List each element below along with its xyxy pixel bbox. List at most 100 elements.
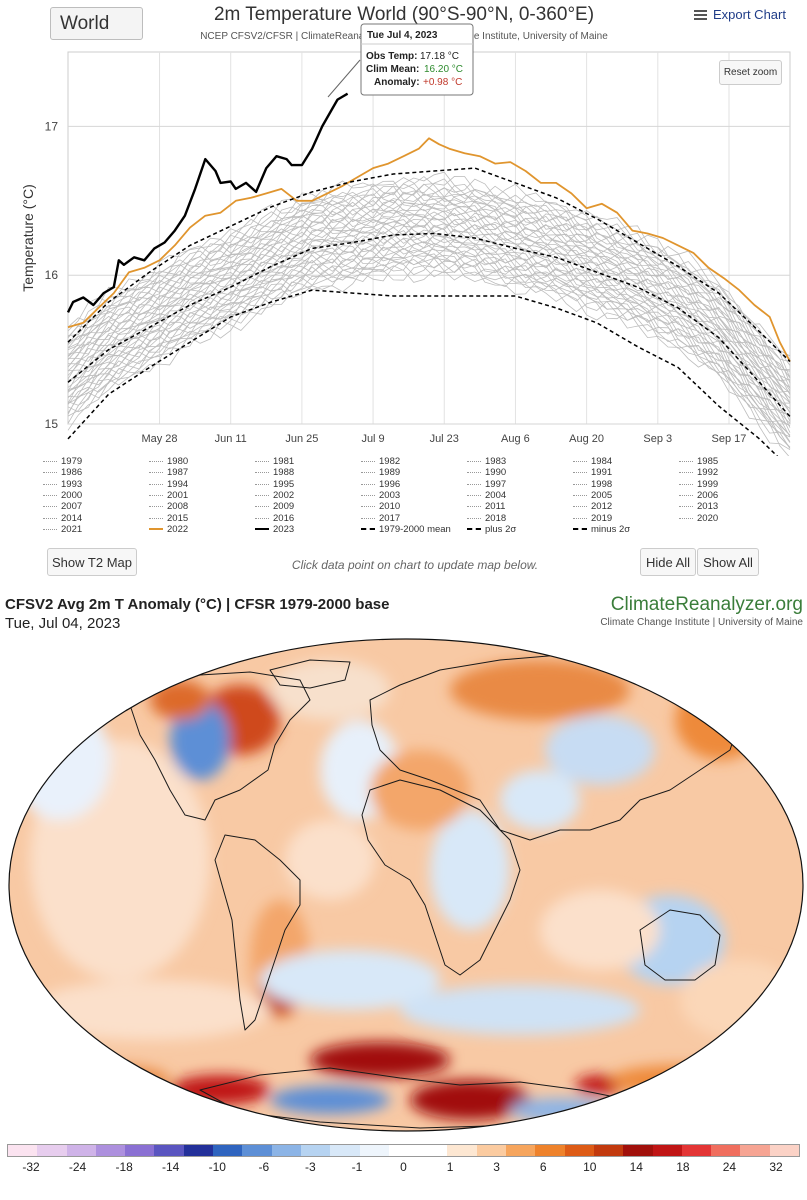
year-line: [67, 171, 791, 357]
legend-item[interactable]: 2006: [679, 490, 718, 501]
legend-label: 2016: [273, 512, 295, 524]
legend-swatch: [43, 517, 57, 519]
legend-swatch: [467, 494, 481, 496]
legend-item[interactable]: 1982: [361, 456, 400, 467]
legend-item[interactable]: 2016: [255, 513, 294, 524]
legend-swatch: [361, 483, 375, 485]
legend-item[interactable]: 2000: [43, 490, 82, 501]
legend-label: 2018: [485, 512, 507, 524]
colorbar-cell: [359, 1145, 389, 1156]
legend-item[interactable]: 1979: [43, 456, 82, 467]
legend-item[interactable]: 1993: [43, 479, 82, 490]
reset-zoom-button[interactable]: Reset zoom: [719, 60, 782, 85]
series-2023[interactable]: [66, 92, 349, 313]
colorbar-cell: [300, 1145, 331, 1156]
legend-item[interactable]: 1998: [573, 479, 612, 490]
x-tick-label: Sep 17: [712, 433, 747, 445]
x-tick-label: Jul 9: [361, 433, 384, 445]
tooltip-clim-label: Clim Mean:: [366, 64, 419, 75]
legend-swatch: [255, 483, 269, 485]
legend-label: 2011: [485, 501, 506, 513]
legend-label: 1990: [485, 467, 507, 479]
legend-swatch: [361, 528, 375, 531]
legend-label: 1994: [167, 478, 189, 490]
colorbar-cell: [388, 1145, 419, 1156]
colorbar-cell: [66, 1145, 96, 1156]
legend-item[interactable]: 1989: [361, 467, 400, 478]
legend-item[interactable]: 2005: [573, 490, 612, 501]
show-all-button[interactable]: Show All: [697, 548, 759, 576]
legend-swatch: [467, 461, 481, 462]
legend-item[interactable]: 2002: [255, 490, 294, 501]
tooltip-date: Tue Jul 4, 2023: [367, 30, 438, 41]
legend-item[interactable]: 1984: [573, 456, 612, 467]
legend-item[interactable]: 2022: [149, 524, 188, 535]
legend-item[interactable]: 1991: [573, 467, 612, 478]
legend-item[interactable]: 2015: [149, 513, 188, 524]
show-t2-map-button[interactable]: Show T2 Map: [47, 548, 137, 576]
legend-item[interactable]: 2019: [573, 513, 612, 524]
legend-item[interactable]: 1988: [255, 467, 294, 478]
legend-label: 1996: [379, 478, 401, 490]
legend-item[interactable]: 2012: [573, 501, 612, 512]
tooltip: Tue Jul 4, 2023 Obs Temp: 17.18 °C Clim …: [360, 23, 474, 96]
year-line: [67, 216, 791, 404]
region-select[interactable]: World: [50, 7, 143, 40]
legend-item[interactable]: 2021: [43, 524, 82, 535]
legend-item[interactable]: 2008: [149, 501, 188, 512]
year-line: [67, 208, 791, 393]
export-chart-button[interactable]: Export Chart: [694, 7, 786, 22]
legend-item[interactable]: 2018: [467, 513, 506, 524]
legend-item[interactable]: 2017: [361, 513, 400, 524]
legend-swatch: [361, 494, 375, 496]
legend-item[interactable]: 2001: [149, 490, 188, 501]
hide-all-button[interactable]: Hide All: [640, 548, 696, 576]
legend-item[interactable]: 2007: [43, 501, 82, 512]
year-line: [67, 176, 791, 379]
legend-item[interactable]: 1980: [149, 456, 188, 467]
legend-item[interactable]: 1987: [149, 467, 188, 478]
legend-label: 1988: [273, 467, 295, 479]
legend-item[interactable]: 1992: [679, 467, 718, 478]
legend-swatch: [43, 528, 57, 530]
legend-swatch: [573, 494, 587, 496]
legend-item[interactable]: 2013: [679, 501, 718, 512]
legend-item[interactable]: 2010: [361, 501, 400, 512]
series-2022[interactable]: [67, 137, 791, 362]
legend-item[interactable]: 1983: [467, 456, 506, 467]
legend-item[interactable]: 1995: [255, 479, 294, 490]
temperature-chart[interactable]: 15 16 17 May 28 Jun 11 Jun 25 Jul 9 Jul 23 Aug …: [0, 0, 807, 456]
legend-item[interactable]: 2020: [679, 513, 718, 524]
legend-label: 2001: [167, 489, 189, 501]
colorbar-cell: [418, 1145, 448, 1156]
legend-swatch: [149, 517, 163, 519]
legend-item[interactable]: 2009: [255, 501, 294, 512]
legend-item[interactable]: 2011: [467, 501, 505, 512]
legend-item[interactable]: plus 2σ: [467, 524, 516, 535]
legend-item[interactable]: 2003: [361, 490, 400, 501]
legend-swatch: [255, 461, 269, 462]
legend-item[interactable]: 1990: [467, 467, 506, 478]
legend-item[interactable]: 2004: [467, 490, 506, 501]
colorbar-label: -14: [162, 1160, 180, 1174]
legend-swatch: [467, 517, 481, 519]
legend-item[interactable]: 2023: [255, 524, 294, 535]
legend-item[interactable]: 1996: [361, 479, 400, 490]
legend-swatch: [467, 472, 481, 474]
legend-item[interactable]: 2014: [43, 513, 82, 524]
series-minus-2-[interactable]: [67, 289, 790, 456]
legend-item[interactable]: 1986: [43, 467, 82, 478]
legend-item[interactable]: 1997: [467, 479, 506, 490]
x-axis-ticks: May 28 Jun 11 Jun 25 Jul 9 Jul 23 Aug 6 Aug 20…: [141, 433, 746, 445]
chart-series[interactable]: [66, 92, 791, 456]
series-plus-2-[interactable]: [67, 167, 791, 363]
legend-item[interactable]: 1999: [679, 479, 718, 490]
colorbar-labels: -32 -24 -18 -14 -10 -6 -3 -1 0 1 3 6 10 14 18 24 32: [7, 1160, 800, 1178]
legend-item[interactable]: 1981: [255, 456, 294, 467]
legend-item[interactable]: 1994: [149, 479, 188, 490]
legend-item[interactable]: minus 2σ: [573, 524, 630, 535]
legend-item[interactable]: 1979-2000 mean: [361, 524, 451, 535]
year-line: [67, 257, 791, 449]
legend-item[interactable]: 1985: [679, 456, 718, 467]
series-1979-2000-mean[interactable]: [67, 232, 791, 418]
